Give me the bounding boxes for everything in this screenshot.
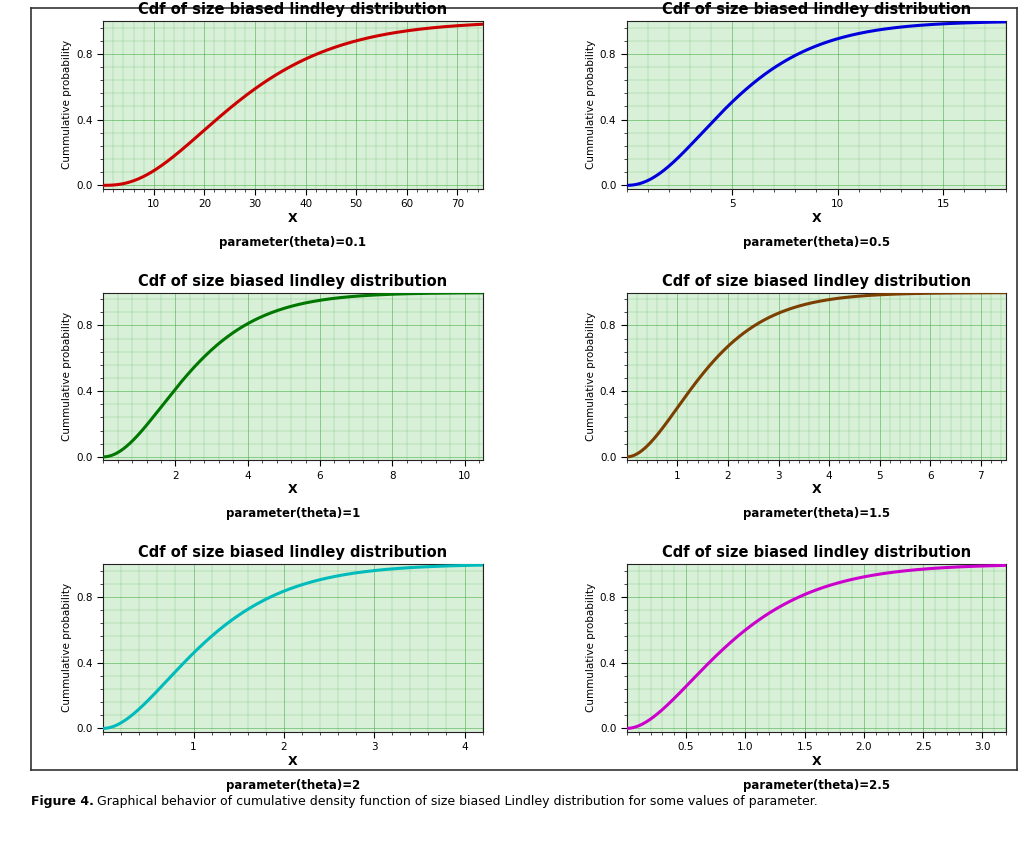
Title: Cdf of size biased lindley distribution: Cdf of size biased lindley distribution	[138, 2, 448, 17]
Text: parameter(theta)=1: parameter(theta)=1	[226, 507, 360, 520]
Text: parameter(theta)=2: parameter(theta)=2	[226, 779, 360, 791]
X-axis label: X: X	[288, 212, 297, 225]
Title: Cdf of size biased lindley distribution: Cdf of size biased lindley distribution	[138, 545, 448, 560]
Y-axis label: Cummulative probability: Cummulative probability	[62, 40, 72, 169]
Text: Graphical behavior of cumulative density function of size biased Lindley distrib: Graphical behavior of cumulative density…	[93, 795, 817, 807]
Title: Cdf of size biased lindley distribution: Cdf of size biased lindley distribution	[662, 545, 971, 560]
Title: Cdf of size biased lindley distribution: Cdf of size biased lindley distribution	[138, 273, 448, 288]
Y-axis label: Cummulative probability: Cummulative probability	[62, 584, 72, 712]
X-axis label: X: X	[288, 484, 297, 496]
Y-axis label: Cummulative probability: Cummulative probability	[586, 40, 595, 169]
Title: Cdf of size biased lindley distribution: Cdf of size biased lindley distribution	[662, 273, 971, 288]
Y-axis label: Cummulative probability: Cummulative probability	[62, 312, 72, 441]
Y-axis label: Cummulative probability: Cummulative probability	[586, 584, 595, 712]
Text: parameter(theta)=0.5: parameter(theta)=0.5	[743, 235, 890, 249]
Title: Cdf of size biased lindley distribution: Cdf of size biased lindley distribution	[662, 2, 971, 17]
X-axis label: X: X	[812, 755, 821, 768]
Text: Figure 4.: Figure 4.	[31, 795, 94, 807]
X-axis label: X: X	[812, 484, 821, 496]
X-axis label: X: X	[288, 755, 297, 768]
X-axis label: X: X	[812, 212, 821, 225]
Text: parameter(theta)=1.5: parameter(theta)=1.5	[743, 507, 890, 520]
Text: parameter(theta)=2.5: parameter(theta)=2.5	[743, 779, 890, 791]
Y-axis label: Cummulative probability: Cummulative probability	[586, 312, 595, 441]
Text: parameter(theta)=0.1: parameter(theta)=0.1	[220, 235, 366, 249]
